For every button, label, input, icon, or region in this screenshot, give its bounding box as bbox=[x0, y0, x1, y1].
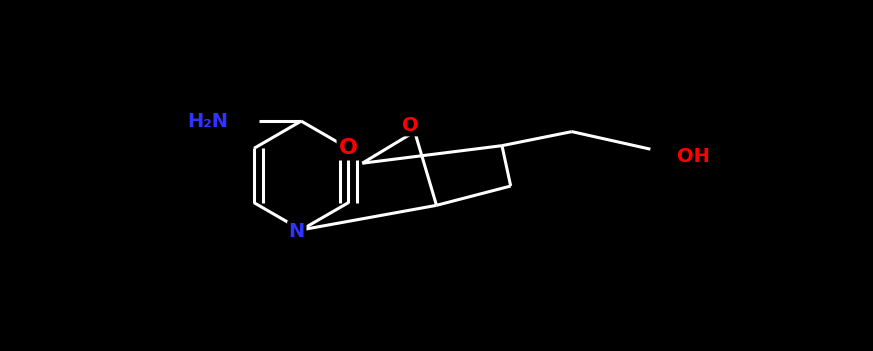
Text: OH: OH bbox=[677, 147, 710, 166]
Text: N: N bbox=[340, 135, 356, 154]
Text: N: N bbox=[289, 222, 305, 241]
Text: O: O bbox=[339, 138, 358, 158]
Text: H₂N: H₂N bbox=[188, 112, 229, 131]
Text: O: O bbox=[402, 116, 419, 135]
